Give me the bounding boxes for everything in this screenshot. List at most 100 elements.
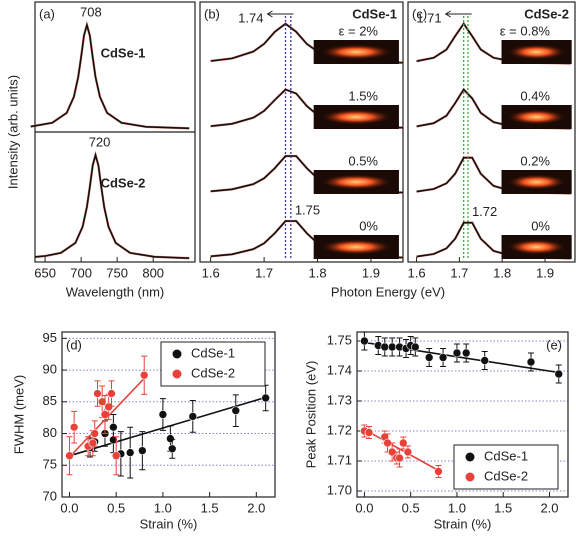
x-tick-label: 1.6 — [408, 265, 426, 280]
x-axis-title: Wavelength (nm) — [66, 284, 165, 299]
data-point — [360, 336, 369, 346]
data-point — [111, 451, 121, 461]
plot-frame — [61, 331, 276, 498]
data-point — [93, 389, 102, 398]
peak-label: 720 — [89, 134, 111, 149]
data-point — [452, 348, 462, 358]
data-point — [166, 434, 175, 443]
x-tick-label: 0.0 — [60, 500, 78, 515]
data-point — [526, 357, 536, 367]
x-tick-label: 2.0 — [247, 500, 265, 515]
panel-label: (e) — [546, 337, 562, 352]
y-tick-label: 1.72 — [327, 422, 352, 437]
data-point — [125, 448, 135, 457]
y-axis-title: Peak Position (eV) — [303, 361, 318, 469]
inset-glow — [320, 239, 393, 255]
x-tick-label: 0.5 — [402, 500, 420, 515]
sample-label: CdSe-1 — [101, 45, 146, 60]
inset-glow — [507, 174, 567, 190]
y-tick-label: 70 — [43, 488, 57, 503]
data-point — [261, 393, 270, 403]
x-tick-label: 1.0 — [154, 500, 172, 515]
x-tick-label: 1.7 — [255, 265, 273, 280]
sample-label: CdSe-1 — [352, 6, 397, 21]
data-point — [139, 370, 149, 380]
x-axis-title: Strain (%) — [434, 516, 492, 531]
y-tick-label: 80 — [43, 425, 57, 440]
panel-label: (a) — [39, 6, 55, 21]
data-point — [69, 422, 79, 432]
data-point — [90, 429, 99, 438]
y-tick-label: 1.71 — [327, 452, 352, 467]
data-point — [387, 342, 397, 352]
data-point — [109, 422, 118, 432]
x-tick-label: 1.8 — [493, 265, 511, 280]
data-point — [411, 342, 420, 352]
x-tick-label: 1.5 — [201, 500, 219, 515]
x-axis-title: Photon Energy (eV) — [331, 284, 445, 299]
strain-label: 0.5% — [348, 153, 378, 168]
panel-label: (d) — [66, 337, 82, 352]
y-tick-label: 90 — [43, 362, 57, 377]
data-point — [403, 447, 413, 457]
strain-label: 0.4% — [520, 88, 550, 103]
strain-label: 0.2% — [520, 153, 550, 168]
spectrum-fit — [30, 20, 190, 130]
data-point — [424, 353, 434, 362]
x-tick-label: 0.0 — [355, 500, 373, 515]
legend-marker — [465, 472, 475, 482]
inset-glow — [320, 174, 393, 190]
y-tick-label: 85 — [43, 393, 57, 408]
y-tick-label: 1.74 — [327, 362, 352, 377]
fit-line — [364, 428, 441, 473]
spectrum-line — [30, 22, 190, 130]
peak-arrow — [266, 10, 294, 18]
spectrum-fit — [34, 150, 190, 260]
legend-label: CdSe-1 — [191, 345, 235, 360]
inset-glow — [507, 44, 567, 60]
data-point — [398, 438, 408, 448]
y-tick-label: 1.70 — [327, 482, 352, 497]
legend-marker — [172, 349, 182, 359]
data-point — [434, 467, 443, 476]
data-point — [461, 348, 471, 358]
legend-label: CdSe-2 — [484, 468, 528, 483]
x-tick-label: 1.7 — [450, 265, 468, 280]
data-point — [380, 342, 390, 352]
strain-label: 1.5% — [348, 88, 378, 103]
data-point — [107, 389, 116, 398]
data-point — [231, 406, 241, 415]
x-tick-label: 650 — [34, 265, 56, 280]
spectrum-line — [34, 151, 190, 259]
peak-label: 708 — [80, 4, 102, 19]
y-tick-label: 75 — [43, 457, 57, 472]
data-point — [65, 451, 74, 461]
x-tick-label: 1.9 — [536, 265, 554, 280]
x-tick-label: 800 — [142, 265, 164, 280]
plot-frame — [356, 331, 569, 498]
x-tick-label: 1.0 — [448, 500, 466, 515]
data-point — [395, 453, 404, 463]
sample-label: CdSe-2 — [101, 175, 146, 190]
plot-frame — [199, 1, 404, 263]
data-point — [554, 369, 564, 379]
data-point — [364, 428, 374, 437]
inset-glow — [507, 239, 567, 255]
sample-label: CdSe-2 — [524, 6, 569, 21]
peak-label: 1.75 — [295, 203, 320, 218]
strain-label: 0% — [359, 218, 378, 233]
y-axis-title: FWHM (meV) — [11, 375, 26, 454]
peak-arrow — [444, 10, 472, 18]
y-axis-title: Intensity (arb. units) — [5, 75, 20, 189]
legend-box — [160, 341, 266, 387]
inset-glow — [320, 44, 393, 60]
panel-label: (c) — [412, 6, 427, 21]
data-point — [188, 412, 198, 421]
inset-glow — [320, 109, 393, 125]
x-tick-label: 0.5 — [107, 500, 125, 515]
peak-label: 1.74 — [238, 10, 263, 25]
x-tick-label: 700 — [70, 265, 92, 280]
peak-label: 1.72 — [472, 204, 497, 219]
legend-marker — [465, 452, 475, 462]
